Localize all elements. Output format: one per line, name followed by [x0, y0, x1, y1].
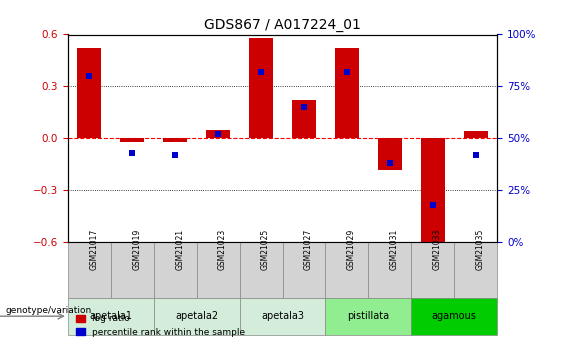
FancyBboxPatch shape: [68, 298, 154, 335]
Title: GDS867 / A017224_01: GDS867 / A017224_01: [204, 18, 361, 32]
Point: [214, 131, 223, 137]
Text: GSM21017: GSM21017: [89, 228, 98, 269]
FancyBboxPatch shape: [454, 242, 497, 298]
Bar: [421, 138, 445, 246]
Text: agamous: agamous: [432, 311, 477, 321]
Point: [85, 73, 94, 79]
Bar: [335, 48, 359, 138]
Bar: [163, 138, 187, 142]
Text: GSM21027: GSM21027: [304, 228, 313, 269]
FancyBboxPatch shape: [325, 298, 411, 335]
FancyBboxPatch shape: [197, 242, 240, 298]
Text: GSM21019: GSM21019: [132, 228, 141, 269]
Text: GSM21021: GSM21021: [175, 228, 184, 269]
FancyBboxPatch shape: [325, 242, 368, 298]
Point: [385, 160, 394, 166]
Text: GSM21031: GSM21031: [390, 228, 399, 269]
Point: [299, 105, 308, 110]
Point: [257, 69, 266, 75]
FancyBboxPatch shape: [368, 242, 411, 298]
Point: [471, 152, 480, 158]
Text: GSM21023: GSM21023: [218, 228, 227, 269]
FancyBboxPatch shape: [111, 242, 154, 298]
FancyBboxPatch shape: [68, 242, 111, 298]
Text: GSM21029: GSM21029: [347, 228, 356, 269]
Bar: [464, 131, 488, 138]
Text: pistillata: pistillata: [347, 311, 389, 321]
Bar: [378, 138, 402, 169]
Bar: [120, 138, 144, 142]
FancyBboxPatch shape: [154, 298, 240, 335]
Bar: [249, 38, 273, 138]
Point: [342, 69, 351, 75]
Bar: [77, 48, 101, 138]
FancyBboxPatch shape: [411, 298, 497, 335]
Text: GSM21033: GSM21033: [433, 228, 442, 270]
Text: apetala3: apetala3: [261, 311, 304, 321]
Point: [128, 150, 137, 156]
Text: GSM21025: GSM21025: [261, 228, 270, 269]
Text: genotype/variation: genotype/variation: [6, 306, 92, 315]
Bar: [292, 100, 316, 138]
Point: [171, 152, 180, 158]
FancyBboxPatch shape: [154, 242, 197, 298]
Legend: log ratio, percentile rank within the sample: log ratio, percentile rank within the sa…: [72, 311, 249, 341]
FancyBboxPatch shape: [282, 242, 325, 298]
Bar: [206, 130, 230, 138]
FancyBboxPatch shape: [411, 242, 454, 298]
FancyBboxPatch shape: [240, 242, 282, 298]
Text: apetala2: apetala2: [175, 311, 218, 321]
Text: GSM21035: GSM21035: [476, 228, 485, 270]
Text: apetala1: apetala1: [89, 311, 132, 321]
FancyBboxPatch shape: [240, 298, 325, 335]
Point: [428, 202, 437, 208]
